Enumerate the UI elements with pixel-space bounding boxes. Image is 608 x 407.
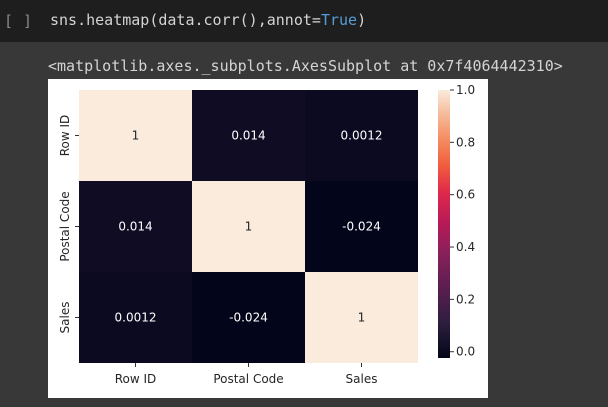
- heatmap-cell: [305, 90, 418, 181]
- cell-annotation: -0.024: [229, 311, 268, 325]
- x-tick-label: Row ID: [115, 372, 157, 386]
- heatmap-cell: [192, 272, 305, 363]
- code-keyword: True: [320, 11, 358, 29]
- y-tick-label: Row ID: [58, 115, 72, 157]
- heatmap-chart: 1 0.014 0.0012 0.014 1 -0.024 0.0012 -0.024 1 Ro…: [58, 83, 475, 386]
- colorbar-tick-label: 0.8: [456, 135, 475, 149]
- cell-annotation: 0.014: [231, 129, 265, 143]
- x-tick-label: Sales: [346, 372, 378, 386]
- code-text: sns.heatmap(data.corr(),annot=: [50, 11, 321, 29]
- y-tick-label: Sales: [58, 302, 72, 334]
- cell-annotation: 0.0012: [115, 311, 157, 325]
- code-cell[interactable]: [ ] sns.heatmap(data.corr(),annot=True): [0, 0, 608, 42]
- heatmap-cell: [79, 181, 192, 272]
- colorbar-tick-label: 0.4: [456, 240, 475, 254]
- colorbar-tick-label: 0.0: [456, 345, 475, 359]
- y-tick-label: Postal Code: [58, 191, 72, 261]
- x-tick-label: Postal Code: [213, 372, 283, 386]
- heatmap-cell: [305, 181, 418, 272]
- heatmap-cell: [79, 272, 192, 363]
- heatmap-cell: [305, 272, 418, 363]
- heatmap-cell: [192, 90, 305, 181]
- cell-annotation: -0.024: [342, 220, 381, 234]
- heatmap-figure: 1 0.014 0.0012 0.014 1 -0.024 0.0012 -0.024 1 Ro…: [48, 79, 488, 398]
- cell-annotation: 0.0012: [341, 129, 383, 143]
- cell-annotation: 0.014: [118, 220, 152, 234]
- colorbar-tick-label: 0.2: [456, 292, 475, 306]
- cell-annotation: 1: [132, 129, 140, 143]
- cell-annotation: 1: [245, 220, 253, 234]
- cell-annotation: 1: [358, 311, 366, 325]
- cell-run-indicator[interactable]: [ ]: [4, 12, 33, 30]
- heatmap-cell: [192, 181, 305, 272]
- heatmap-cell: [79, 90, 192, 181]
- colorbar-tick-label: 0.6: [456, 188, 475, 202]
- output-repr: <matplotlib.axes._subplots.AxesSubplot a…: [48, 57, 563, 75]
- code-closing: ): [357, 11, 367, 29]
- colorbar: [438, 90, 450, 358]
- colorbar-tick-label: 1.0: [456, 83, 475, 97]
- code-line[interactable]: sns.heatmap(data.corr(),annot=True): [50, 11, 366, 29]
